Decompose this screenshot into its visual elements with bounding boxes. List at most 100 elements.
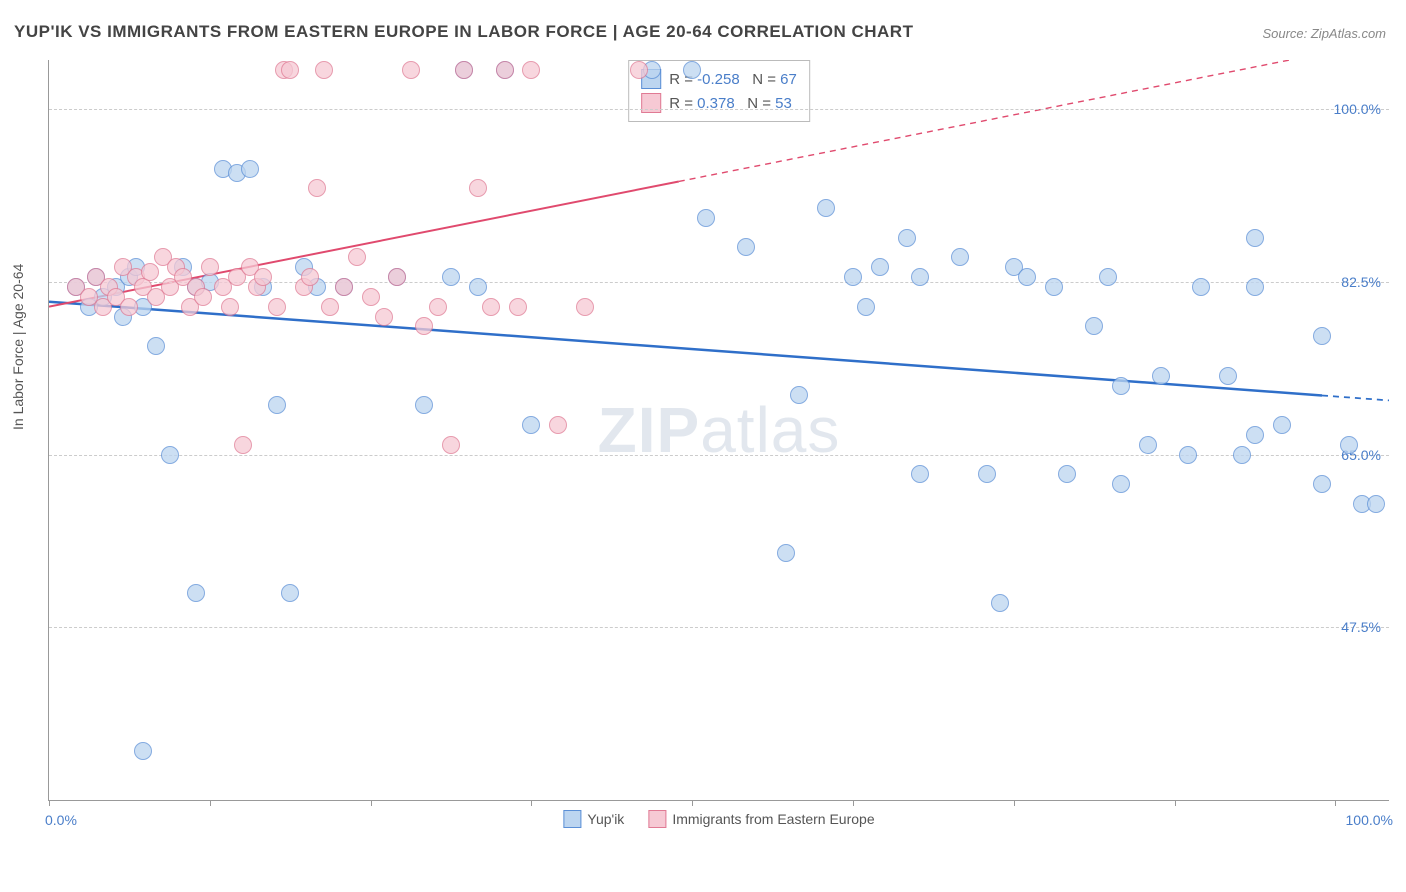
scatter-point: [697, 209, 715, 227]
scatter-point: [147, 337, 165, 355]
scatter-point: [857, 298, 875, 316]
watermark: ZIPatlas: [598, 393, 841, 467]
scatter-point: [268, 396, 286, 414]
scatter-point: [194, 288, 212, 306]
x-tick: [49, 800, 50, 806]
legend-stat-row: R = -0.258 N = 67: [641, 67, 797, 91]
scatter-point: [777, 544, 795, 562]
scatter-point: [455, 61, 473, 79]
scatter-point: [898, 229, 916, 247]
scatter-point: [522, 416, 540, 434]
scatter-point: [442, 436, 460, 454]
scatter-point: [1246, 229, 1264, 247]
scatter-point: [375, 308, 393, 326]
legend-series-item: Yup'ik: [563, 810, 624, 828]
legend-swatch: [563, 810, 581, 828]
scatter-point: [522, 61, 540, 79]
scatter-point: [187, 584, 205, 602]
gridline: [49, 627, 1389, 628]
scatter-point: [429, 298, 447, 316]
x-tick-max: 100.0%: [1346, 812, 1393, 828]
scatter-point: [469, 179, 487, 197]
y-tick-label: 82.5%: [1341, 274, 1381, 290]
scatter-point: [737, 238, 755, 256]
scatter-point: [1192, 278, 1210, 296]
scatter-point: [683, 61, 701, 79]
legend-swatch: [648, 810, 666, 828]
trend-line-solid: [49, 302, 1322, 396]
scatter-point: [1273, 416, 1291, 434]
chart-title: YUP'IK VS IMMIGRANTS FROM EASTERN EUROPE…: [14, 22, 913, 42]
scatter-point: [1246, 278, 1264, 296]
x-tick: [1175, 800, 1176, 806]
scatter-point: [1313, 327, 1331, 345]
scatter-point: [315, 61, 333, 79]
x-tick: [853, 800, 854, 806]
scatter-point: [630, 61, 648, 79]
y-axis-label: In Labor Force | Age 20-64: [10, 264, 26, 430]
y-tick-label: 47.5%: [1341, 619, 1381, 635]
scatter-point: [482, 298, 500, 316]
scatter-point: [1099, 268, 1117, 286]
scatter-point: [141, 263, 159, 281]
scatter-point: [1139, 436, 1157, 454]
x-tick: [531, 800, 532, 806]
scatter-point: [402, 61, 420, 79]
y-tick-label: 100.0%: [1334, 101, 1381, 117]
scatter-point: [268, 298, 286, 316]
scatter-point: [281, 584, 299, 602]
scatter-point: [790, 386, 808, 404]
scatter-point: [120, 298, 138, 316]
scatter-point: [415, 317, 433, 335]
x-tick: [1014, 800, 1015, 806]
scatter-point: [911, 465, 929, 483]
source-label: Source: ZipAtlas.com: [1262, 26, 1386, 41]
scatter-point: [335, 278, 353, 296]
scatter-point: [469, 278, 487, 296]
scatter-point: [1018, 268, 1036, 286]
scatter-point: [1112, 377, 1130, 395]
scatter-point: [362, 288, 380, 306]
scatter-point: [161, 446, 179, 464]
scatter-point: [509, 298, 527, 316]
scatter-point: [415, 396, 433, 414]
scatter-point: [221, 298, 239, 316]
scatter-point: [301, 268, 319, 286]
chart-container: YUP'IK VS IMMIGRANTS FROM EASTERN EUROPE…: [0, 0, 1406, 892]
legend-series-item: Immigrants from Eastern Europe: [648, 810, 874, 828]
x-tick: [210, 800, 211, 806]
scatter-point: [308, 179, 326, 197]
scatter-point: [1219, 367, 1237, 385]
scatter-point: [1045, 278, 1063, 296]
x-tick-min: 0.0%: [45, 812, 77, 828]
scatter-point: [281, 61, 299, 79]
scatter-point: [1058, 465, 1076, 483]
scatter-point: [1152, 367, 1170, 385]
legend-series-label: Immigrants from Eastern Europe: [672, 811, 874, 827]
scatter-point: [254, 268, 272, 286]
scatter-point: [1340, 436, 1358, 454]
scatter-point: [978, 465, 996, 483]
x-tick: [692, 800, 693, 806]
scatter-point: [991, 594, 1009, 612]
scatter-point: [844, 268, 862, 286]
scatter-point: [911, 268, 929, 286]
scatter-point: [1233, 446, 1251, 464]
x-tick: [371, 800, 372, 806]
x-tick: [1335, 800, 1336, 806]
scatter-point: [1313, 475, 1331, 493]
gridline: [49, 109, 1389, 110]
scatter-point: [388, 268, 406, 286]
scatter-point: [496, 61, 514, 79]
scatter-point: [1367, 495, 1385, 513]
scatter-point: [951, 248, 969, 266]
scatter-point: [817, 199, 835, 217]
scatter-point: [1112, 475, 1130, 493]
legend-stat-row: R = 0.378 N = 53: [641, 91, 797, 115]
scatter-point: [576, 298, 594, 316]
scatter-point: [1179, 446, 1197, 464]
scatter-point: [871, 258, 889, 276]
scatter-point: [1085, 317, 1103, 335]
scatter-point: [442, 268, 460, 286]
scatter-point: [321, 298, 339, 316]
